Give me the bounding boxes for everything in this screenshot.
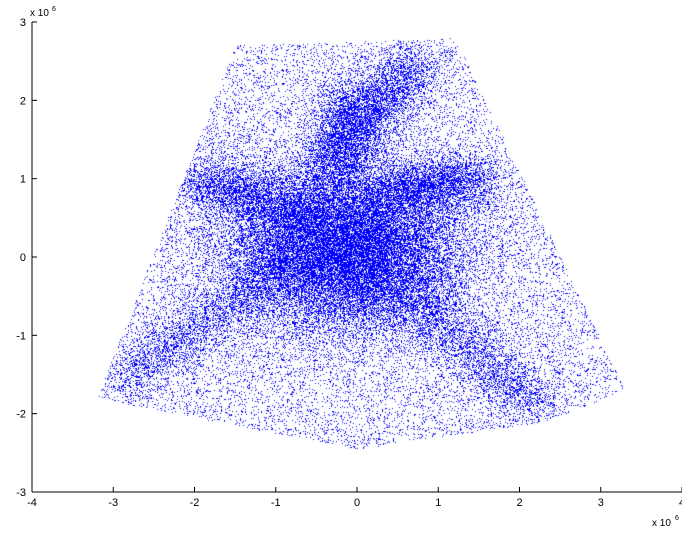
- y-exponent-base: x 10: [30, 8, 49, 19]
- x-tick-label: -1: [271, 497, 281, 509]
- y-tick-label: -3: [16, 487, 26, 499]
- x-tick-label: 2: [516, 497, 522, 509]
- x-exponent-label: x 10 6: [652, 515, 679, 529]
- x-tick-label: 3: [598, 497, 604, 509]
- x-tick-label: 4: [679, 497, 682, 509]
- y-exponent-power: 6: [52, 6, 56, 13]
- x-exponent-base: x 10: [652, 518, 671, 529]
- x-tick-label: -3: [108, 497, 118, 509]
- y-tick-label: -2: [16, 409, 26, 421]
- y-tick-label: 2: [20, 95, 26, 107]
- x-tick-label: 1: [435, 497, 441, 509]
- y-tick-label: 0: [20, 252, 26, 264]
- y-exponent-label: x 10 6: [30, 6, 56, 19]
- x-tick-label: 0: [354, 497, 360, 509]
- y-tick-label: 1: [20, 174, 26, 186]
- x-tick-label: -2: [190, 497, 200, 509]
- x-exponent-power: 6: [675, 515, 679, 522]
- x-tick-label: -4: [27, 497, 37, 509]
- y-tick-label: 3: [20, 17, 26, 29]
- y-tick-label: -1: [16, 330, 26, 342]
